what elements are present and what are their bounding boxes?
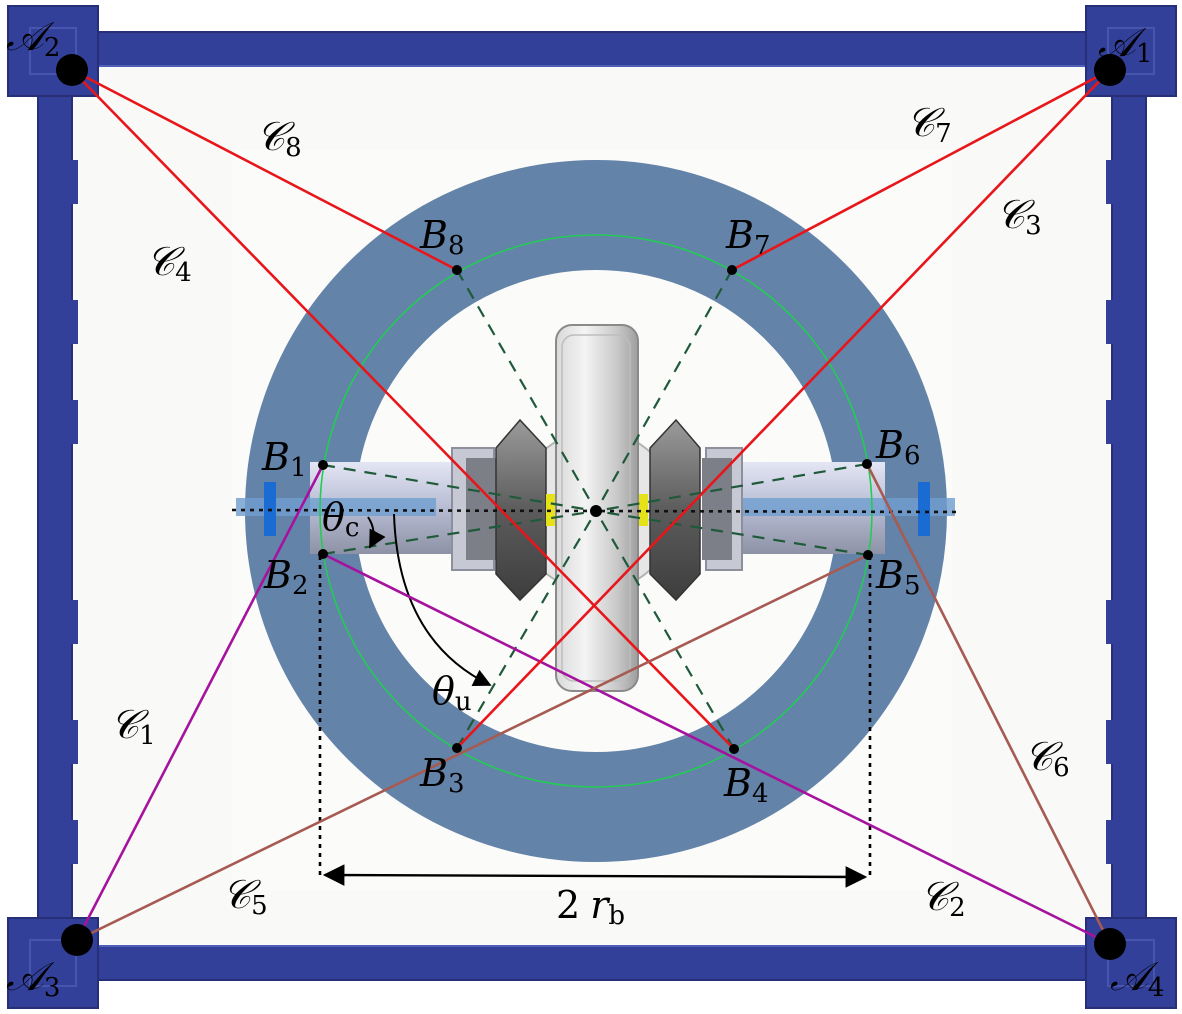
point-dot-B4	[729, 744, 739, 754]
point-label-B5: B5	[875, 553, 920, 601]
point-dot-B5	[863, 550, 873, 560]
frame-corner-detail-2	[1107, 27, 1155, 75]
cable-C1	[75, 464, 325, 941]
frame-right-bracket-4	[1106, 600, 1114, 644]
point-label-B8: B8	[419, 213, 464, 261]
frame-right-bracket-5	[1106, 720, 1114, 764]
frame-right-bracket-2	[1106, 300, 1114, 344]
point-label-B1: B1	[261, 435, 306, 483]
theta-u-arc	[393, 513, 492, 686]
cable-C2	[322, 552, 1111, 946]
dashed-line-B7	[595, 269, 733, 512]
frame-left-bracket-6	[70, 820, 78, 864]
radial-dashed-lines	[322, 269, 869, 750]
point-dot-B8	[452, 265, 462, 275]
cable-C6	[865, 463, 1112, 945]
center-mechanism	[236, 324, 955, 692]
horizontal-axis	[231, 508, 961, 514]
frame-bottom-beam	[39, 945, 1151, 981]
frame-left-bracket-2	[70, 300, 78, 344]
point-dot-B6	[862, 459, 872, 469]
dashed-line-B3	[456, 510, 597, 749]
cable-C7	[731, 68, 1111, 272]
dashed-line-B2	[322, 509, 597, 556]
angle-label-theta-u: θu	[432, 669, 472, 717]
attachment-points	[56, 54, 1126, 960]
frame-left-bracket-4	[70, 600, 78, 644]
dashed-line-B5	[595, 509, 869, 557]
dimension-arrow	[322, 864, 868, 888]
theta-c-arc	[367, 516, 386, 549]
dashed-line-B6	[595, 462, 868, 513]
left-clamp-inner	[466, 458, 498, 560]
point-label-B6: B6	[875, 423, 920, 471]
frame-left-bracket-5	[70, 720, 78, 764]
frame-right-bracket-6	[1106, 820, 1114, 864]
frame-left-post	[37, 39, 73, 981]
point-dot-B3	[452, 743, 462, 753]
point-label-B7: B7	[725, 213, 770, 261]
center-dot	[590, 505, 602, 517]
dashed-line-B4	[595, 510, 735, 750]
cable-C5	[76, 553, 869, 942]
cables	[71, 68, 1112, 946]
angle-label-theta-c: θc	[322, 495, 359, 543]
frame-left-bracket-3	[70, 400, 78, 444]
frame-corner-detail-3	[29, 939, 77, 987]
point-dot-B1	[318, 460, 328, 470]
point-dot-B7	[727, 265, 737, 275]
anchor-dot-A3	[61, 924, 93, 956]
frame-right-post	[1111, 39, 1147, 981]
point-dot-B2	[318, 549, 328, 559]
dimension-2rb	[318, 556, 872, 888]
point-label-B2: B2	[263, 553, 308, 601]
frame-corner-detail-1	[29, 27, 77, 75]
frame-left-bracket-1	[70, 160, 78, 204]
angle-arcs	[367, 513, 492, 686]
wheel-rim	[561, 334, 631, 682]
cable-C4	[71, 69, 735, 750]
anchor-dot-A4	[1094, 928, 1126, 960]
dashed-line-B8	[456, 269, 597, 512]
cable-C8	[71, 68, 458, 272]
frame-top-beam	[39, 31, 1151, 67]
dimension-label: 2 rb	[556, 883, 625, 931]
anchor-dot-A1	[1094, 54, 1126, 86]
anchor-dot-A2	[56, 54, 88, 86]
dashed-line-B1	[322, 463, 597, 513]
point-label-B4: B4	[723, 761, 768, 809]
cable-C3	[456, 69, 1111, 749]
frame-right-bracket-3	[1106, 400, 1114, 444]
frame-corner-detail-4	[1107, 939, 1155, 987]
cable-label-C4: 𝒞4	[146, 239, 192, 288]
right-clamp-inner	[702, 458, 732, 560]
frame-corner-block-4	[1085, 917, 1177, 1009]
point-label-B3: B3	[419, 751, 464, 799]
cable-label-C3: 𝒞3	[996, 192, 1042, 241]
frame-right-bracket-1	[1106, 160, 1114, 204]
right-end-marker	[918, 482, 930, 536]
